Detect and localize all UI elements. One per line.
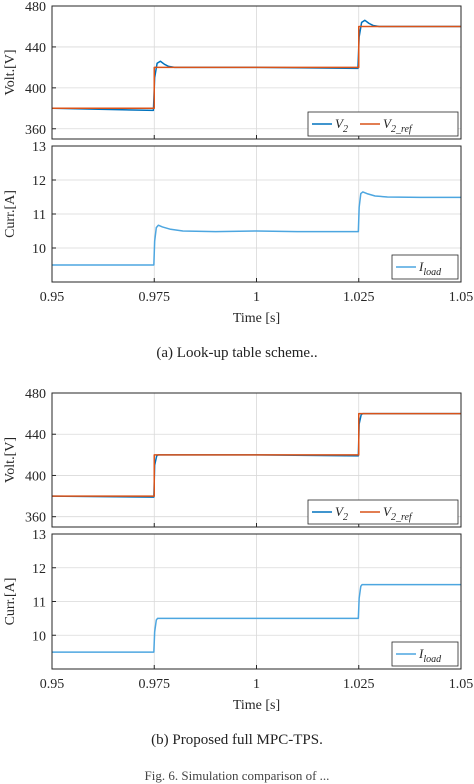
ytick-label-3: 13 — [32, 528, 46, 543]
legend: Iload — [391, 641, 459, 667]
xtick-label-3: 1.025 — [343, 290, 375, 305]
ytick-label-2: 440 — [25, 41, 46, 56]
legend: V2 V2_ref — [307, 111, 459, 137]
panel-b-bottom: 10 11 12 13 0.95 0.975 1 1.025 1.05 Curr.[A] Time … — [3, 528, 473, 713]
xtick-label-1: 0.975 — [139, 677, 171, 692]
ytick-label-2: 12 — [32, 174, 46, 189]
ytick-label-0: 360 — [25, 511, 46, 526]
ytick-label-0: 10 — [32, 629, 46, 644]
series-v-2-ref — [52, 25, 461, 110]
ytick-label-3: 480 — [25, 0, 46, 15]
legend-box — [307, 111, 459, 137]
y-axis-label: Curr.[A] — [3, 578, 18, 626]
ytick-label-1: 400 — [25, 469, 46, 484]
figure-caption: Fig. 6. Simulation comparison of ... — [144, 768, 330, 783]
legend-entry-0: V2 — [335, 116, 348, 135]
ytick-label-0: 360 — [25, 123, 46, 138]
panel-a-bottom: 10 11 12 13 0.95 0.975 1 1.025 1.05 Curr.[A] Time … — [3, 140, 473, 326]
xtick-label-2: 1 — [253, 290, 260, 305]
legend: Iload — [391, 254, 459, 280]
ytick-label-2: 440 — [25, 428, 46, 443]
xtick-label-4: 1.05 — [449, 290, 474, 305]
series-i-load — [52, 583, 461, 653]
legend-entry-1: V2_ref — [383, 116, 413, 135]
ytick-label-1: 400 — [25, 82, 46, 97]
x-axis-label: Time [s] — [233, 311, 280, 326]
caption-a: (a) Look-up table scheme.. — [156, 345, 318, 361]
ytick-label-2: 12 — [32, 562, 46, 577]
xtick-label-1: 0.975 — [139, 290, 171, 305]
panel-a-top: 360 400 440 480 Volt.[V] V2 V2_ref — [3, 0, 462, 140]
ytick-label-1: 11 — [33, 208, 46, 223]
y-axis-label: Volt.[V] — [3, 49, 18, 95]
legend-entry-0: V2 — [335, 504, 348, 523]
legend-box — [307, 499, 459, 525]
series-i-load — [52, 191, 461, 266]
panel-b-top: 360 400 440 480 Volt.[V] V2 V2_ref — [3, 387, 462, 528]
ytick-label-0: 10 — [32, 242, 46, 257]
xtick-label-0: 0.95 — [40, 677, 65, 692]
ytick-label-3: 13 — [32, 140, 46, 155]
ytick-label-1: 11 — [33, 596, 46, 611]
xtick-label-3: 1.025 — [343, 677, 375, 692]
y-axis-label: Curr.[A] — [3, 190, 18, 238]
xtick-label-2: 1 — [253, 677, 260, 692]
caption-b: (b) Proposed full MPC-TPS. — [151, 732, 323, 748]
x-axis-label: Time [s] — [233, 698, 280, 713]
ytick-label-3: 480 — [25, 387, 46, 402]
legend-entry-0: Iload — [418, 646, 442, 665]
legend-entry-0: Iload — [418, 259, 442, 278]
legend: V2 V2_ref — [307, 499, 459, 525]
xtick-label-4: 1.05 — [449, 677, 474, 692]
xtick-label-0: 0.95 — [40, 290, 65, 305]
legend-entry-1: V2_ref — [383, 504, 413, 523]
series-v-2-ref — [52, 412, 461, 497]
y-axis-label: Volt.[V] — [3, 437, 18, 483]
